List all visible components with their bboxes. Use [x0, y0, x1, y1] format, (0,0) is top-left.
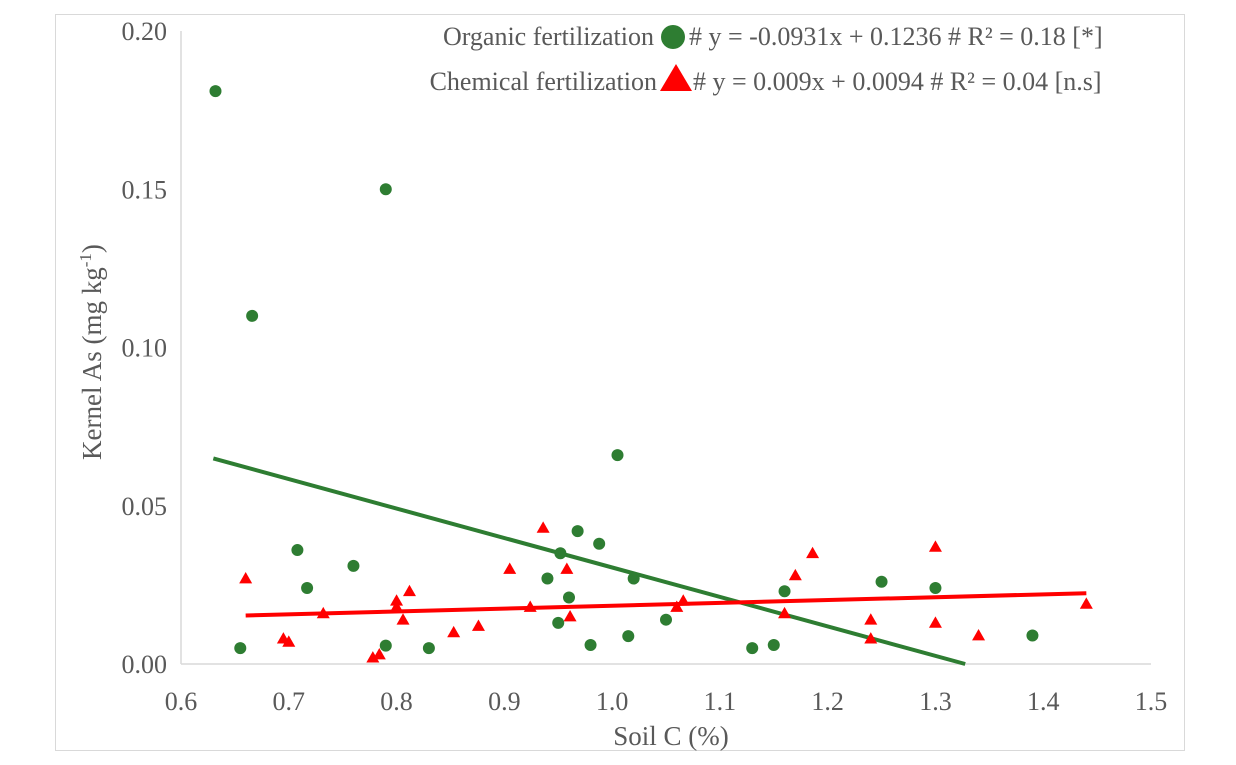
chemical-data-point [282, 635, 296, 647]
chemical-data-point [928, 540, 942, 552]
chemical-data-point [402, 584, 416, 597]
organic-trendline [212, 456, 966, 666]
y-tick-label: 0.20 [122, 17, 168, 46]
y-axis-title-close: ) [77, 244, 107, 253]
chemical-data-point [864, 613, 878, 625]
chemical-data-point [788, 568, 802, 581]
organic-data-point [541, 572, 554, 585]
organic-data-point [660, 613, 672, 626]
chemical-data-point [503, 562, 517, 574]
organic-data-point [554, 547, 567, 560]
y-axis-title-main: Kernel As (mg kg [77, 267, 107, 460]
data-points [209, 85, 1093, 663]
organic-data-point [552, 616, 565, 629]
x-tick-label: 1.4 [1027, 687, 1060, 716]
organic-data-point [301, 582, 314, 595]
organic-data-point [291, 544, 304, 557]
x-tick-label: 1.0 [596, 687, 629, 716]
chemical-data-point [239, 572, 253, 584]
organic-data-point [875, 575, 888, 588]
organic-data-point [593, 537, 606, 550]
chemical-data-point [563, 610, 577, 622]
chemical-data-point [447, 625, 461, 638]
chemical-data-point [316, 606, 330, 619]
chemical-data-point [806, 546, 820, 559]
x-tick-labels: 0.6 0.7 0.8 0.9 1.0 1.1 1.2 1.3 1.4 1.5 [165, 687, 1168, 716]
organic-data-point [929, 582, 942, 595]
chemical-data-point [1079, 597, 1093, 609]
organic-data-point [209, 85, 222, 98]
chemical-data-point [396, 613, 410, 625]
y-tick-label: 0.05 [122, 492, 168, 521]
x-tick-label: 0.6 [165, 687, 198, 716]
chemical-data-point [670, 600, 684, 612]
organic-data-point [778, 585, 791, 598]
y-tick-label: 0.10 [122, 334, 168, 363]
x-tick-label: 0.7 [273, 687, 306, 716]
y-axis-title-superscript: -1 [76, 253, 95, 267]
chemical-data-point [536, 521, 550, 533]
organic-data-point [379, 639, 392, 652]
organic-data-point [379, 183, 392, 196]
chemical-data-point [560, 562, 574, 574]
organic-data-point [246, 309, 259, 322]
x-tick-label: 1.5 [1135, 687, 1168, 716]
chemical-data-point [390, 594, 404, 606]
chemical-data-point [778, 606, 792, 619]
chemical-data-point [676, 594, 690, 606]
legend-chemical-equation: # y = 0.009x + 0.0094 # R² = 0.04 [n.s] [693, 67, 1102, 96]
chemical-data-point [390, 600, 404, 612]
y-tick-labels: 0.00 0.05 0.10 0.15 0.20 [122, 17, 168, 679]
chemical-data-point [372, 648, 386, 660]
x-tick-label: 1.3 [919, 687, 952, 716]
organic-data-point [584, 639, 597, 652]
legend-chemical-name: Chemical fertilization [430, 67, 657, 96]
chemical-data-point [864, 632, 878, 644]
organic-data-point [746, 642, 759, 655]
legend-chemical-marker [660, 64, 692, 91]
legend: Organic fertilization # y = -0.0931x + 0… [430, 22, 1103, 96]
chemical-data-point [523, 600, 537, 612]
chart-frame [55, 14, 1185, 751]
chemical-trendline [245, 591, 1087, 618]
chemical-data-point [471, 619, 485, 631]
axes [180, 31, 1151, 665]
organic-data-point [611, 449, 624, 462]
organic-data-point [767, 639, 780, 652]
chemical-data-point [928, 616, 942, 628]
organic-data-point [622, 630, 635, 643]
organic-data-point [234, 642, 247, 655]
x-tick-label: 0.9 [488, 687, 521, 716]
x-tick-label: 0.8 [380, 687, 413, 716]
legend-organic-name: Organic fertilization [443, 22, 654, 51]
organic-data-point [627, 572, 640, 585]
y-tick-label: 0.15 [122, 175, 168, 204]
organic-data-point [422, 642, 435, 655]
legend-organic-marker [661, 25, 685, 49]
x-tick-label: 1.2 [811, 687, 844, 716]
chemical-data-point [972, 629, 986, 641]
legend-organic-equation: # y = -0.0931x + 0.1236 # R² = 0.18 [*] [689, 22, 1103, 51]
trendlines [212, 456, 1087, 666]
y-axis-title: Kernel As (mg kg-1) [76, 244, 107, 460]
y-tick-label: 0.00 [122, 650, 168, 679]
organic-data-point [347, 559, 360, 572]
organic-data-point [571, 525, 584, 538]
chemical-data-point [366, 651, 380, 663]
organic-data-point [1026, 629, 1039, 642]
x-axis-title: Soil C (%) [613, 721, 729, 751]
organic-data-point [563, 591, 575, 604]
x-tick-label: 1.1 [704, 687, 737, 716]
